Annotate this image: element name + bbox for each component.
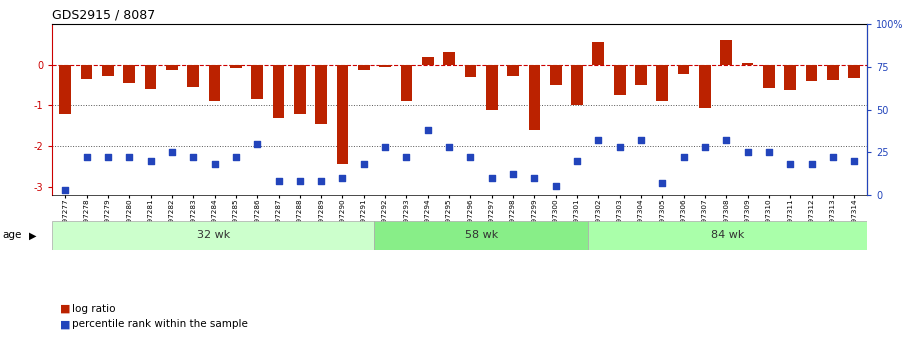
Point [58, 187, 72, 193]
Text: percentile rank within the sample: percentile rank within the sample [72, 319, 248, 329]
Point [463, 155, 478, 160]
Point [229, 155, 243, 160]
Point [292, 178, 307, 184]
Text: ■: ■ [60, 304, 71, 314]
Bar [102, 65, 114, 76]
Bar [123, 65, 135, 83]
Bar [529, 65, 540, 130]
Point [762, 149, 776, 155]
Bar [230, 65, 242, 68]
Point [335, 175, 349, 181]
Bar [678, 65, 690, 74]
Bar [166, 65, 177, 70]
Text: ▶: ▶ [29, 230, 36, 240]
Bar [656, 65, 668, 101]
Bar [374, 221, 588, 250]
Bar [571, 65, 583, 106]
Bar [827, 65, 839, 80]
Bar [588, 221, 867, 250]
Bar [379, 65, 391, 67]
Point [357, 161, 371, 167]
Point [484, 175, 499, 181]
Point [825, 155, 840, 160]
Bar [337, 65, 348, 165]
Point [548, 184, 563, 189]
Point [186, 155, 200, 160]
Bar [145, 65, 157, 89]
Bar [763, 65, 775, 88]
Bar [252, 65, 263, 99]
Point [100, 155, 115, 160]
Point [122, 155, 137, 160]
Point [527, 175, 541, 181]
Bar [785, 65, 796, 90]
Bar [315, 65, 327, 124]
Bar [443, 52, 455, 65]
Point [506, 172, 520, 177]
Point [165, 149, 179, 155]
Point [719, 138, 734, 143]
Bar [699, 65, 710, 108]
Bar [720, 40, 732, 65]
Bar [272, 65, 284, 118]
Point [676, 155, 691, 160]
Point [314, 178, 329, 184]
Point [740, 149, 755, 155]
Point [591, 138, 605, 143]
Point [805, 161, 819, 167]
Bar [614, 65, 625, 95]
Text: ■: ■ [60, 319, 71, 329]
Bar [401, 65, 413, 101]
Point [634, 138, 648, 143]
Bar [187, 65, 199, 87]
Point [783, 161, 797, 167]
Bar [52, 221, 374, 250]
Bar [422, 58, 433, 65]
Text: GDS2915 / 8087: GDS2915 / 8087 [52, 9, 156, 22]
Point [442, 144, 456, 150]
Bar [357, 65, 369, 70]
Bar [805, 65, 817, 81]
Point [399, 155, 414, 160]
Point [272, 178, 286, 184]
Text: 84 wk: 84 wk [711, 230, 744, 240]
Bar [848, 65, 860, 78]
Bar [209, 65, 221, 101]
Bar [294, 65, 306, 114]
Text: log ratio: log ratio [72, 304, 116, 314]
Bar [464, 65, 476, 77]
Point [613, 144, 627, 150]
Point [698, 144, 712, 150]
Bar [593, 42, 605, 65]
Text: age: age [3, 230, 22, 240]
Point [250, 141, 264, 147]
Bar [486, 65, 498, 110]
Point [421, 127, 435, 133]
Bar [60, 65, 71, 114]
Point [378, 144, 393, 150]
Point [655, 180, 670, 186]
Point [143, 158, 157, 164]
Point [570, 158, 585, 164]
Text: 32 wk: 32 wk [196, 230, 230, 240]
Bar [507, 65, 519, 76]
Point [207, 161, 222, 167]
Point [847, 158, 862, 164]
Point [80, 155, 94, 160]
Bar [742, 63, 754, 65]
Bar [550, 65, 561, 85]
Text: 58 wk: 58 wk [464, 230, 498, 240]
Bar [635, 65, 647, 85]
Bar [81, 65, 92, 79]
